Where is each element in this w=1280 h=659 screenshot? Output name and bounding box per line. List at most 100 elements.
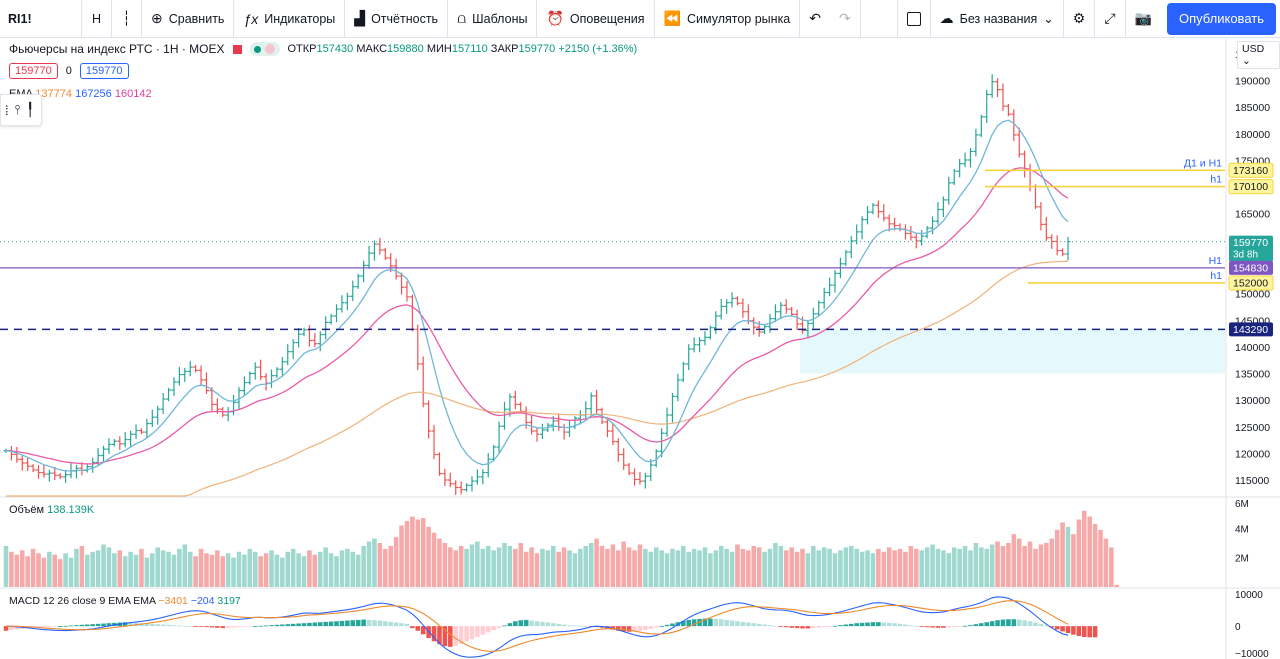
chart-container[interactable]: 1950001900001850001800001750001700001650… (0, 38, 1280, 659)
macd-histogram-bar (800, 626, 805, 629)
macd-histogram-bar (263, 625, 269, 627)
flag-icon[interactable] (232, 44, 242, 54)
ohlc-bar (816, 300, 822, 316)
ohlc-bar (431, 424, 437, 460)
volume-bar (572, 553, 578, 587)
settings-button[interactable]: ⚙ (1064, 0, 1096, 38)
macd-histogram-bar (139, 623, 144, 627)
ohlc-bar (485, 453, 491, 478)
volume-bar (52, 554, 58, 587)
volume-bar (1027, 541, 1033, 587)
ohlc-bar (393, 258, 399, 280)
macd-histogram-bar (458, 626, 464, 644)
ohlc-bar (366, 245, 372, 269)
ohlc-bar (317, 331, 323, 352)
macd-histogram-bar (1011, 619, 1017, 627)
close-value: 159770 (518, 43, 556, 55)
redo-button[interactable]: ↷ (830, 0, 861, 38)
replay-button[interactable]: ⏪ Симулятор рынка (655, 0, 801, 38)
fullscreen-select-button[interactable] (896, 0, 931, 38)
ohlc-bar (377, 237, 383, 255)
ohlc-bar (339, 295, 345, 313)
ohlc-bar (951, 169, 957, 185)
indicators-button[interactable]: ƒx Индикаторы (234, 0, 346, 38)
volume-bar (675, 550, 681, 587)
alerts-button[interactable]: ⏰ Оповещения (537, 0, 655, 38)
ohlc-bar (19, 455, 25, 471)
volume-bar (458, 545, 464, 587)
macd-histogram-bar (415, 626, 421, 631)
floating-drawing-toolbar[interactable]: ⁞ ⫯ ╿ (0, 94, 42, 126)
level-text-label: h1 (1210, 174, 1222, 186)
macd-histogram-bar (285, 624, 291, 627)
volume-bar (480, 548, 486, 587)
macd-histogram-bar (513, 621, 518, 627)
volume-bar (3, 545, 9, 587)
macd-histogram-bar (469, 626, 475, 640)
snapshot-button[interactable]: 📷 (1126, 0, 1161, 38)
price-label-bg (1228, 179, 1274, 195)
chart-canvas[interactable]: 1950001900001850001800001750001700001650… (0, 38, 1280, 659)
publish-button[interactable]: Опубликовать (1166, 2, 1276, 35)
ohlc-bar (783, 299, 789, 314)
ohlc-bar (274, 367, 280, 378)
volume-bar (664, 553, 670, 587)
reports-button[interactable]: ▟ Отчётность (345, 0, 449, 38)
ohlc-bar (171, 377, 177, 397)
drag-handle-icon[interactable]: ⁞ (5, 102, 9, 118)
volume-bar (691, 548, 697, 587)
chart-style-button[interactable]: ┆ (112, 0, 142, 38)
macd-histogram-bar (52, 626, 58, 627)
ohlc-bar (1054, 235, 1060, 256)
ohlc-bar (258, 359, 264, 381)
volume-bar (14, 554, 20, 587)
volume-bar (778, 545, 784, 587)
volume-bar (767, 548, 773, 587)
volume-bar (903, 551, 908, 587)
interval-label: H (91, 11, 102, 26)
alerts-label: Оповещения (569, 11, 645, 26)
macd-histogram-bar (838, 625, 843, 627)
volume-bar (215, 550, 220, 587)
sell-price-button[interactable]: 159770 (9, 63, 58, 79)
macd-histogram-bar (14, 626, 20, 630)
interval-button[interactable]: H (82, 0, 112, 38)
layout-name-button[interactable]: ☁ Без названия ⌄ (931, 0, 1064, 38)
symbol-search-button[interactable]: RI1! (0, 0, 82, 38)
undo-button[interactable]: ↶ (800, 0, 830, 38)
compare-button[interactable]: ⊕ Сравнить (142, 0, 235, 38)
ohlc-bar (1049, 234, 1055, 249)
currency-selector[interactable]: USD ⌄ (1237, 41, 1280, 69)
ohlc-bar (572, 416, 578, 429)
templates-button[interactable]: ⩍ Шаблоны (448, 0, 538, 38)
ohlc-bar (930, 216, 936, 235)
macd-histogram-bar (47, 626, 52, 627)
ohlc-bar (501, 401, 507, 430)
volume-bar (583, 545, 589, 587)
buy-price-button[interactable]: 159770 (79, 63, 129, 79)
volume-bar (19, 550, 25, 587)
ohlc-bar (859, 216, 865, 240)
pin-icon[interactable]: ╿ (26, 102, 35, 117)
ohlc-bar (740, 298, 746, 318)
volume-bar (1103, 538, 1109, 587)
expand-button[interactable]: ⤢ (1095, 0, 1126, 38)
volume-bar (729, 551, 735, 587)
gear-icon: ⚙ (1072, 10, 1086, 26)
macd-histogram-bar (897, 623, 903, 627)
ema-slow-line (6, 260, 1069, 497)
compare-label: Сравнить (168, 11, 225, 26)
ohlc-bar (827, 277, 833, 297)
ohlc-bar (52, 466, 58, 481)
price-label-bg (1228, 275, 1274, 291)
macd-histogram-bar (399, 623, 404, 627)
ohlc-bar (111, 439, 117, 447)
macd-histogram-bar (924, 626, 930, 628)
macd-histogram-bar (101, 623, 106, 627)
volume-bar (697, 550, 702, 587)
ema-value-3: 160142 (114, 88, 152, 100)
volume-bar (1054, 529, 1060, 587)
ohlc-bar (382, 247, 388, 261)
macd-histogram-bar (328, 621, 334, 627)
pitchfork-icon[interactable]: ⫯ (14, 102, 21, 117)
